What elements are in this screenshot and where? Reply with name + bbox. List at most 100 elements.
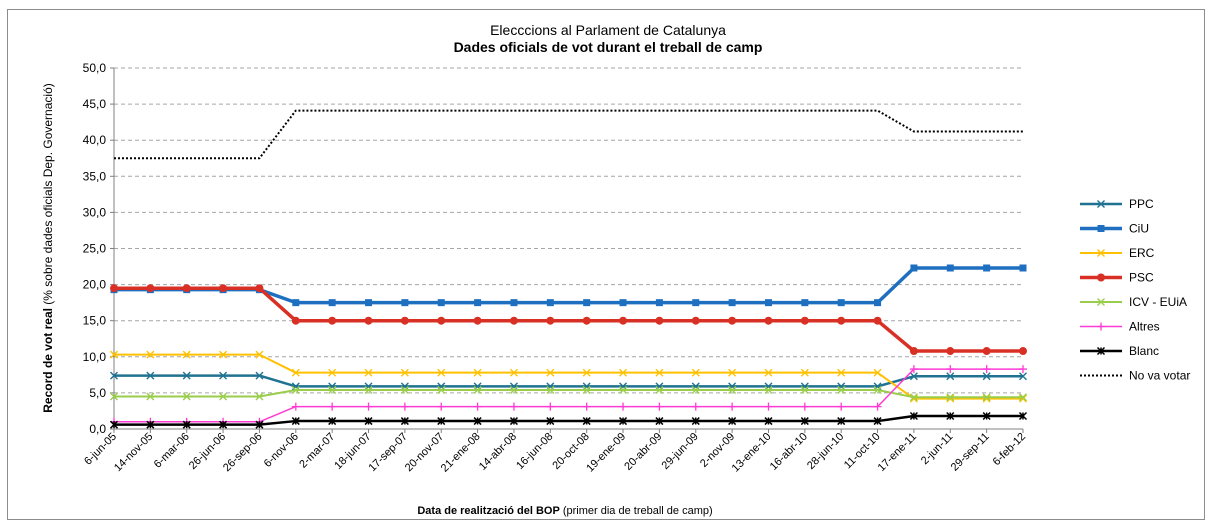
- data-point: [400, 368, 409, 377]
- data-point: [509, 417, 518, 426]
- data-point: [328, 316, 337, 325]
- y-tick-label: 50,0: [83, 61, 107, 75]
- series-line: [114, 368, 1023, 423]
- y-tick-label: 0,0: [89, 422, 106, 436]
- data-point: [219, 420, 228, 429]
- data-point: [874, 299, 882, 307]
- data-point: [1097, 200, 1105, 208]
- data-point: [328, 382, 337, 391]
- data-point: [1097, 273, 1105, 282]
- data-point: [401, 299, 409, 307]
- series-line: [114, 109, 1023, 160]
- x-tick-label: 29-sep-11: [949, 431, 992, 474]
- data-point: [546, 382, 555, 391]
- data-point: [365, 299, 373, 307]
- data-point: [619, 386, 628, 395]
- data-point: [546, 386, 555, 395]
- data-point: [582, 382, 591, 391]
- legend-label: CiU: [1129, 222, 1149, 236]
- legend-label: ERC: [1129, 246, 1155, 260]
- x-axis-label-rest: (primer dia de treball de camp): [560, 505, 713, 517]
- data-point: [764, 382, 773, 391]
- data-point: [837, 316, 846, 325]
- data-point: [328, 402, 337, 411]
- data-point: [146, 392, 155, 401]
- data-point: [364, 382, 373, 391]
- x-tick-label: 14-nov-05: [112, 431, 156, 475]
- data-point: [146, 350, 155, 359]
- data-point: [582, 368, 591, 377]
- data-point: [764, 316, 773, 325]
- x-tick-label: 16-abr-10: [768, 431, 810, 473]
- data-point: [619, 417, 628, 426]
- data-point: [982, 365, 991, 374]
- data-point: [982, 411, 991, 421]
- data-point: [873, 402, 882, 411]
- data-point: [582, 386, 591, 395]
- data-point: [800, 316, 809, 325]
- data-point: [1018, 411, 1028, 421]
- data-point: [510, 299, 518, 307]
- y-tick-label: 30,0: [83, 205, 107, 219]
- data-point: [437, 386, 446, 395]
- data-point: [619, 299, 627, 307]
- data-point: [582, 316, 591, 325]
- data-point: [182, 371, 191, 380]
- data-point: [400, 316, 409, 325]
- data-point: [764, 368, 773, 377]
- data-point: [509, 382, 518, 391]
- series-line: [114, 414, 1023, 426]
- data-point: [983, 264, 991, 272]
- data-point: [219, 350, 228, 359]
- data-point: [182, 350, 191, 359]
- data-point: [1019, 264, 1027, 272]
- data-point: [509, 402, 518, 411]
- data-point: [800, 368, 809, 377]
- data-point: [837, 402, 846, 411]
- data-point: [909, 393, 918, 402]
- data-point: [764, 417, 773, 426]
- data-point: [946, 264, 954, 272]
- data-point: [400, 417, 409, 426]
- data-point: [255, 371, 264, 380]
- data-point: [873, 417, 882, 426]
- data-point: [655, 316, 664, 325]
- data-point: [146, 371, 155, 380]
- data-point: [619, 382, 628, 391]
- x-tick-label: 28-jun-10: [805, 431, 846, 472]
- y-tick-label: 15,0: [83, 314, 107, 328]
- data-point: [437, 368, 446, 377]
- x-tick-label: 6-mar-06: [152, 431, 192, 471]
- legend-label: ICV - EUiA: [1129, 295, 1187, 309]
- data-point: [291, 402, 300, 411]
- data-point: [728, 386, 737, 395]
- data-point: [837, 417, 846, 426]
- data-point: [473, 417, 482, 426]
- y-tick-label: 20,0: [83, 278, 107, 292]
- data-point: [873, 368, 882, 377]
- x-tick-label: 17-ene-11: [876, 431, 919, 474]
- data-point: [1097, 225, 1105, 232]
- data-point: [473, 316, 482, 325]
- data-point: [692, 299, 700, 307]
- data-point: [909, 372, 918, 381]
- data-point: [1019, 347, 1027, 356]
- data-point: [182, 284, 191, 293]
- chart-title: Elecccions al Parlament de Catalunya: [490, 22, 726, 38]
- data-point: [728, 417, 737, 426]
- data-point: [437, 316, 446, 325]
- y-axis-label-bold: Record de vot real: [41, 308, 55, 413]
- data-point: [1097, 322, 1105, 331]
- data-point: [837, 382, 846, 391]
- data-point: [146, 284, 155, 293]
- y-tick-labels: 0,0 5,0 10,0 15,0 20,0 25,0 30,0 35,0 40,0 45,0 50…: [83, 61, 107, 436]
- data-point: [728, 368, 737, 377]
- data-point: [655, 417, 664, 426]
- x-tick-label: 20-abr-09: [622, 431, 664, 473]
- x-tick-label: 13-ene-10: [730, 431, 774, 475]
- data-point: [473, 382, 482, 391]
- data-point: [764, 386, 773, 395]
- chart-frame: [7, 9, 1205, 520]
- data-point: [691, 368, 700, 377]
- data-point: [474, 299, 482, 307]
